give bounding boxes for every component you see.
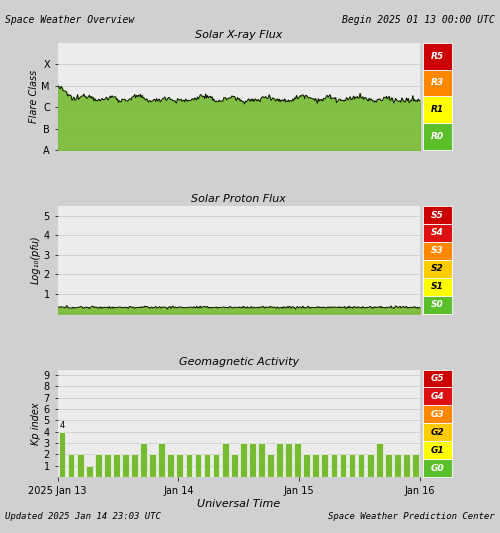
Bar xyxy=(249,443,256,477)
Text: S4: S4 xyxy=(430,229,444,238)
FancyBboxPatch shape xyxy=(422,260,452,278)
FancyBboxPatch shape xyxy=(422,224,452,242)
Bar xyxy=(267,455,274,477)
Bar xyxy=(194,455,202,477)
Bar xyxy=(86,466,92,477)
Text: S3: S3 xyxy=(430,246,444,255)
Bar xyxy=(95,455,102,477)
Bar xyxy=(385,455,392,477)
Bar xyxy=(68,455,74,477)
Text: G1: G1 xyxy=(430,446,444,455)
Text: Space Weather Prediction Center: Space Weather Prediction Center xyxy=(328,512,495,521)
Text: R3: R3 xyxy=(430,78,444,87)
Bar xyxy=(176,455,183,477)
Bar xyxy=(77,455,84,477)
Text: Updated 2025 Jan 14 23:03 UTC: Updated 2025 Jan 14 23:03 UTC xyxy=(5,512,161,521)
Text: 4: 4 xyxy=(60,421,64,430)
Bar xyxy=(330,455,338,477)
FancyBboxPatch shape xyxy=(422,96,452,123)
Text: G2: G2 xyxy=(430,428,444,437)
Y-axis label: Log₁₀(pfu): Log₁₀(pfu) xyxy=(31,236,41,284)
Title: Solar Proton Flux: Solar Proton Flux xyxy=(192,194,286,204)
Title: Solar X-ray Flux: Solar X-ray Flux xyxy=(195,30,282,41)
FancyBboxPatch shape xyxy=(422,242,452,260)
Text: Begin 2025 01 13 00:00 UTC: Begin 2025 01 13 00:00 UTC xyxy=(342,15,495,25)
FancyBboxPatch shape xyxy=(422,459,452,477)
Bar xyxy=(168,455,174,477)
Bar xyxy=(394,455,400,477)
Bar xyxy=(285,443,292,477)
Y-axis label: Flare Class: Flare Class xyxy=(28,70,38,123)
FancyBboxPatch shape xyxy=(422,278,452,296)
Bar xyxy=(150,455,156,477)
Bar xyxy=(294,443,301,477)
Bar xyxy=(212,455,220,477)
Bar xyxy=(58,432,66,477)
Text: S5: S5 xyxy=(430,211,444,220)
Text: R5: R5 xyxy=(430,52,444,61)
Bar xyxy=(412,455,419,477)
Bar xyxy=(122,455,129,477)
Bar xyxy=(367,455,374,477)
FancyBboxPatch shape xyxy=(422,69,452,96)
FancyBboxPatch shape xyxy=(422,206,452,224)
FancyBboxPatch shape xyxy=(422,43,452,69)
Bar xyxy=(403,455,410,477)
Bar xyxy=(113,455,120,477)
Text: S0: S0 xyxy=(430,300,444,309)
Title: Geomagnetic Activity: Geomagnetic Activity xyxy=(178,357,299,367)
X-axis label: Universal Time: Universal Time xyxy=(197,499,280,509)
FancyBboxPatch shape xyxy=(422,296,452,313)
Text: S2: S2 xyxy=(430,264,444,273)
Text: Space Weather Overview: Space Weather Overview xyxy=(5,15,134,25)
Bar xyxy=(140,443,147,477)
Bar xyxy=(104,455,110,477)
FancyBboxPatch shape xyxy=(422,123,452,150)
Bar xyxy=(276,443,283,477)
Text: G5: G5 xyxy=(430,374,444,383)
Bar xyxy=(158,443,165,477)
Bar xyxy=(304,455,310,477)
Bar xyxy=(358,455,364,477)
Bar xyxy=(186,455,192,477)
Bar xyxy=(231,455,237,477)
Bar xyxy=(204,455,210,477)
Bar xyxy=(131,455,138,477)
Bar xyxy=(322,455,328,477)
FancyBboxPatch shape xyxy=(422,387,452,406)
Bar xyxy=(240,443,246,477)
FancyBboxPatch shape xyxy=(422,423,452,441)
FancyBboxPatch shape xyxy=(422,369,452,387)
Bar xyxy=(348,455,356,477)
Text: G3: G3 xyxy=(430,410,444,419)
Text: G4: G4 xyxy=(430,392,444,401)
Bar xyxy=(258,443,265,477)
Bar xyxy=(312,455,319,477)
Text: S1: S1 xyxy=(430,282,444,291)
Bar xyxy=(376,443,382,477)
Text: R1: R1 xyxy=(430,106,444,115)
Bar xyxy=(222,443,228,477)
Text: R0: R0 xyxy=(430,132,444,141)
FancyBboxPatch shape xyxy=(422,406,452,423)
Bar xyxy=(340,455,346,477)
Y-axis label: Kp index: Kp index xyxy=(31,402,41,445)
Text: G0: G0 xyxy=(430,464,444,473)
FancyBboxPatch shape xyxy=(422,441,452,459)
